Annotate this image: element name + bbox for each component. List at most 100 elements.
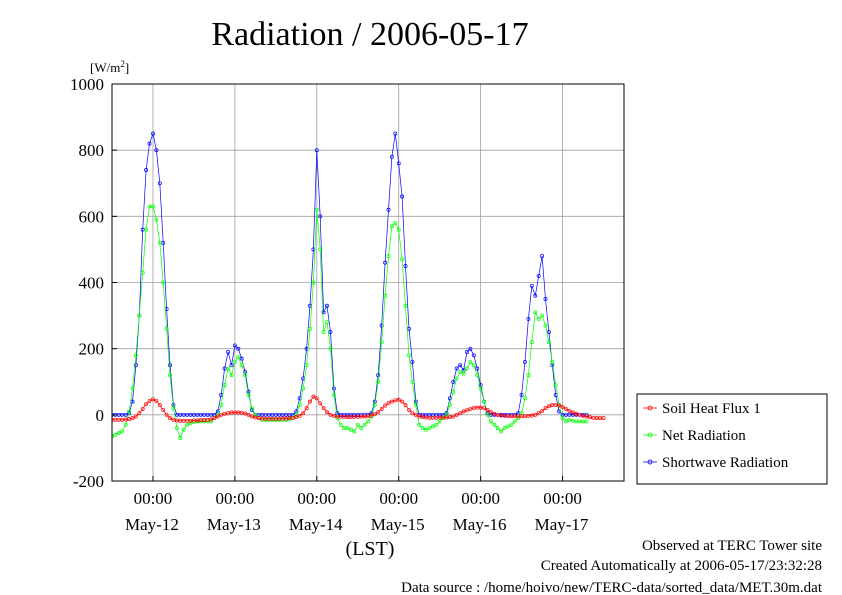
- data-point: [413, 412, 418, 417]
- data-point: [144, 402, 149, 407]
- data-point: [328, 346, 333, 351]
- data-point: [219, 412, 224, 417]
- data-point: [311, 394, 316, 399]
- data-point: [359, 426, 364, 431]
- data-point: [164, 326, 169, 331]
- data-point: [546, 404, 551, 409]
- data-point: [157, 402, 162, 407]
- data-point: [181, 427, 186, 432]
- data-point: [243, 373, 248, 378]
- data-point: [321, 310, 326, 315]
- data-point: [188, 421, 193, 426]
- data-point: [311, 280, 316, 285]
- data-point: [321, 330, 326, 335]
- data-point: [297, 402, 302, 407]
- series-line: [112, 132, 587, 416]
- chart-title: Radiation / 2006-05-17: [211, 16, 528, 53]
- data-point: [403, 303, 408, 308]
- data-point: [331, 393, 336, 397]
- y-axis-unit-superscript: 2: [120, 59, 125, 69]
- data-point: [389, 399, 394, 404]
- data-point: [567, 417, 572, 422]
- legend-label: Net Radiation: [662, 428, 746, 444]
- data-point: [147, 398, 152, 403]
- y-tick-label: 0: [96, 406, 105, 425]
- y-tick-label: 200: [79, 340, 105, 359]
- x-tick-time-label: 00:00: [461, 489, 500, 508]
- data-point: [226, 350, 231, 354]
- data-point: [502, 426, 507, 431]
- data-point: [372, 412, 377, 417]
- x-tick-date-label: May-14: [289, 515, 343, 534]
- data-point: [393, 131, 398, 136]
- data-point: [505, 424, 510, 429]
- data-point: [529, 283, 534, 288]
- data-point: [144, 227, 149, 232]
- data-point: [389, 154, 394, 159]
- data-point: [478, 405, 483, 410]
- data-point: [386, 400, 391, 405]
- x-tick-date-label: May-13: [207, 515, 261, 534]
- data-point: [212, 416, 217, 421]
- data-point: [376, 379, 381, 384]
- data-point: [488, 419, 493, 424]
- data-point: [465, 350, 469, 354]
- data-point: [403, 264, 408, 268]
- data-point: [564, 406, 568, 411]
- x-tick-time-label: 00:00: [134, 489, 173, 508]
- y-axis-unit-close: ]: [125, 60, 129, 75]
- y-axis-unit-text: [W/m: [90, 60, 120, 75]
- data-point: [543, 406, 548, 411]
- data-point: [127, 409, 132, 414]
- data-point: [325, 410, 329, 415]
- data-point: [345, 426, 350, 431]
- data-point: [581, 413, 585, 418]
- data-point: [314, 148, 319, 153]
- data-point: [529, 340, 534, 345]
- data-point: [540, 408, 545, 413]
- data-point: [308, 399, 312, 404]
- data-point: [294, 415, 299, 420]
- data-point: [232, 359, 237, 364]
- data-point: [420, 426, 425, 431]
- series-shortwave-radiation: [112, 131, 589, 417]
- data-point: [379, 340, 384, 345]
- data-point: [550, 359, 555, 364]
- data-point: [308, 326, 312, 331]
- data-point: [468, 406, 473, 411]
- data-point: [553, 383, 558, 388]
- data-point: [543, 323, 548, 328]
- data-point: [239, 363, 244, 368]
- data-point: [137, 313, 142, 318]
- data-point: [533, 412, 538, 417]
- data-point: [434, 422, 439, 427]
- data-point: [352, 429, 357, 434]
- data-point: [458, 363, 463, 368]
- data-point: [321, 406, 326, 411]
- y-tick-label: 800: [79, 141, 105, 160]
- data-point: [151, 131, 155, 136]
- data-point: [133, 414, 138, 419]
- data-point: [249, 406, 254, 411]
- data-point: [485, 407, 490, 412]
- data-point: [314, 207, 319, 212]
- data-point: [151, 397, 155, 402]
- data-point: [475, 366, 480, 371]
- data-point: [519, 393, 524, 397]
- data-point: [465, 366, 469, 371]
- data-point: [338, 422, 343, 427]
- data-point: [161, 407, 166, 412]
- data-point: [495, 426, 500, 431]
- data-point: [236, 346, 241, 351]
- data-point: [219, 402, 224, 407]
- data-point: [294, 412, 299, 417]
- data-point: [229, 373, 234, 378]
- data-point: [567, 408, 572, 413]
- data-point: [383, 260, 388, 265]
- data-point: [471, 363, 476, 368]
- data-point: [318, 247, 323, 252]
- data-point: [468, 346, 473, 351]
- series-layer: [112, 131, 606, 440]
- data-point: [222, 383, 227, 388]
